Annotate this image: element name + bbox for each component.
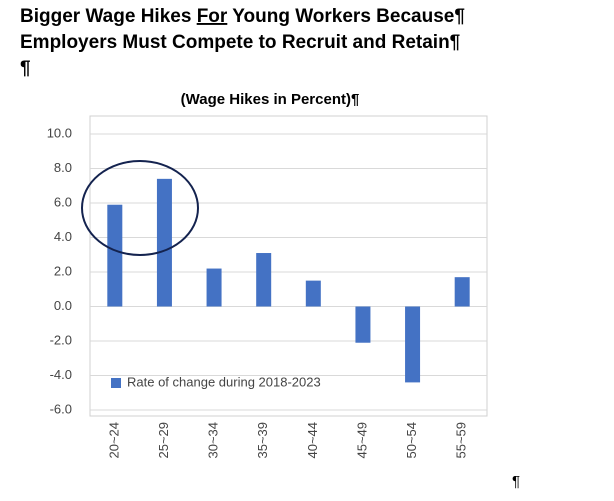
y-tick-label: 2.0 xyxy=(54,263,72,278)
legend-label: Rate of change during 2018-2023 xyxy=(127,374,321,389)
x-tick-label: 25~29 xyxy=(156,422,171,459)
title-line: Employers Must Compete to Recruit and Re… xyxy=(20,32,460,53)
bar xyxy=(256,253,272,307)
y-tick-label: 0.0 xyxy=(54,298,72,313)
x-tick-label: 40~44 xyxy=(305,422,320,459)
bar xyxy=(206,268,222,307)
y-tick-label: 8.0 xyxy=(54,160,72,175)
y-tick-label: 10.0 xyxy=(47,125,72,140)
highlight-circle xyxy=(81,160,199,256)
bar xyxy=(156,178,172,307)
x-tick-label: 55~59 xyxy=(454,422,469,459)
paragraph-mark: ¶ xyxy=(512,473,520,490)
y-tick-label: 4.0 xyxy=(54,229,72,244)
subtitle: (Wage Hikes in Percent)¶ xyxy=(181,91,360,108)
x-tick-label: 20~24 xyxy=(106,422,121,459)
title-line: Bigger Wage Hikes For Young Workers Beca… xyxy=(20,6,465,27)
bar xyxy=(454,277,470,307)
x-tick-label: 30~34 xyxy=(206,422,221,459)
bar xyxy=(107,204,123,307)
y-tick-label: -4.0 xyxy=(50,367,72,382)
x-tick-label: 35~39 xyxy=(255,422,270,459)
x-tick-label: 50~54 xyxy=(404,422,419,459)
legend-swatch xyxy=(111,378,121,388)
bar xyxy=(305,280,321,307)
y-tick-label: -2.0 xyxy=(50,332,72,347)
bar xyxy=(405,306,421,383)
y-tick-label: 6.0 xyxy=(54,194,72,209)
title-segment: Young Workers Because¶ xyxy=(227,6,465,27)
title-segment: ¶ xyxy=(20,58,31,79)
title-segment: Employers Must Compete to Recruit and Re… xyxy=(20,32,460,53)
title-segment: For xyxy=(197,6,228,27)
bar xyxy=(355,306,371,343)
title-line: ¶ xyxy=(20,58,31,79)
plot-frame xyxy=(89,115,488,417)
title-segment: Bigger Wage Hikes xyxy=(20,6,197,27)
y-tick-label: -6.0 xyxy=(50,401,72,416)
x-tick-label: 45~49 xyxy=(354,422,369,459)
